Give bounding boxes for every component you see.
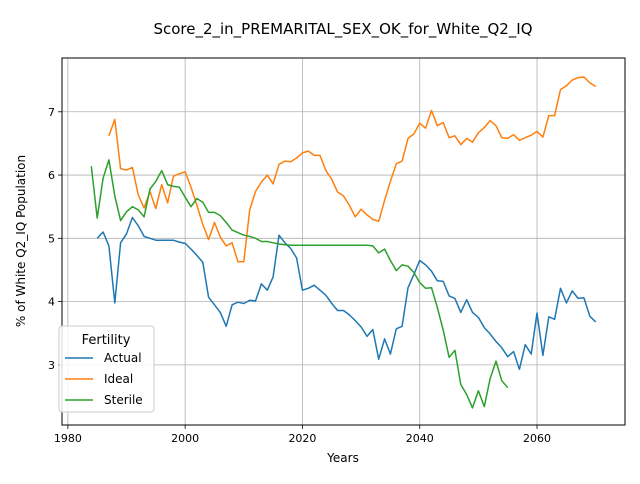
y-axis-label: % of White Q2_IQ Population bbox=[14, 155, 28, 327]
x-axis-label: Years bbox=[326, 451, 359, 465]
legend-title: Fertility bbox=[82, 333, 131, 348]
series-line-sterile bbox=[90, 159, 509, 409]
series-line-actual bbox=[96, 216, 597, 371]
y-tick-label: 6 bbox=[48, 169, 55, 182]
y-tick-label: 3 bbox=[48, 359, 55, 372]
y-axis: 3 4 5 6 7 bbox=[48, 106, 62, 372]
x-tick-label: 2060 bbox=[523, 432, 551, 445]
legend-label-ideal: Ideal bbox=[104, 372, 133, 386]
y-tick-label: 4 bbox=[48, 296, 55, 309]
series-layer bbox=[90, 76, 597, 409]
legend-box bbox=[58, 325, 155, 413]
series-line-ideal bbox=[108, 76, 597, 263]
legend-label-actual: Actual bbox=[104, 351, 142, 365]
legend-label-sterile: Sterile bbox=[104, 393, 143, 407]
x-axis: 1980 2000 2020 2040 2060 bbox=[54, 425, 551, 445]
x-tick-label: 1980 bbox=[54, 432, 82, 445]
chart-title: Score_2_in_PREMARITAL_SEX_OK_for_White_Q… bbox=[153, 20, 532, 39]
legend-items: Actual Ideal Sterile bbox=[65, 351, 143, 407]
plot-frame bbox=[61, 57, 626, 426]
y-tick-label: 5 bbox=[48, 232, 55, 245]
grid bbox=[62, 58, 625, 425]
y-tick-label: 7 bbox=[48, 106, 55, 119]
x-tick-label: 2040 bbox=[406, 432, 434, 445]
legend: Fertility Actual Ideal Sterile bbox=[58, 325, 155, 413]
x-tick-label: 2000 bbox=[171, 432, 199, 445]
x-tick-label: 2020 bbox=[288, 432, 316, 445]
